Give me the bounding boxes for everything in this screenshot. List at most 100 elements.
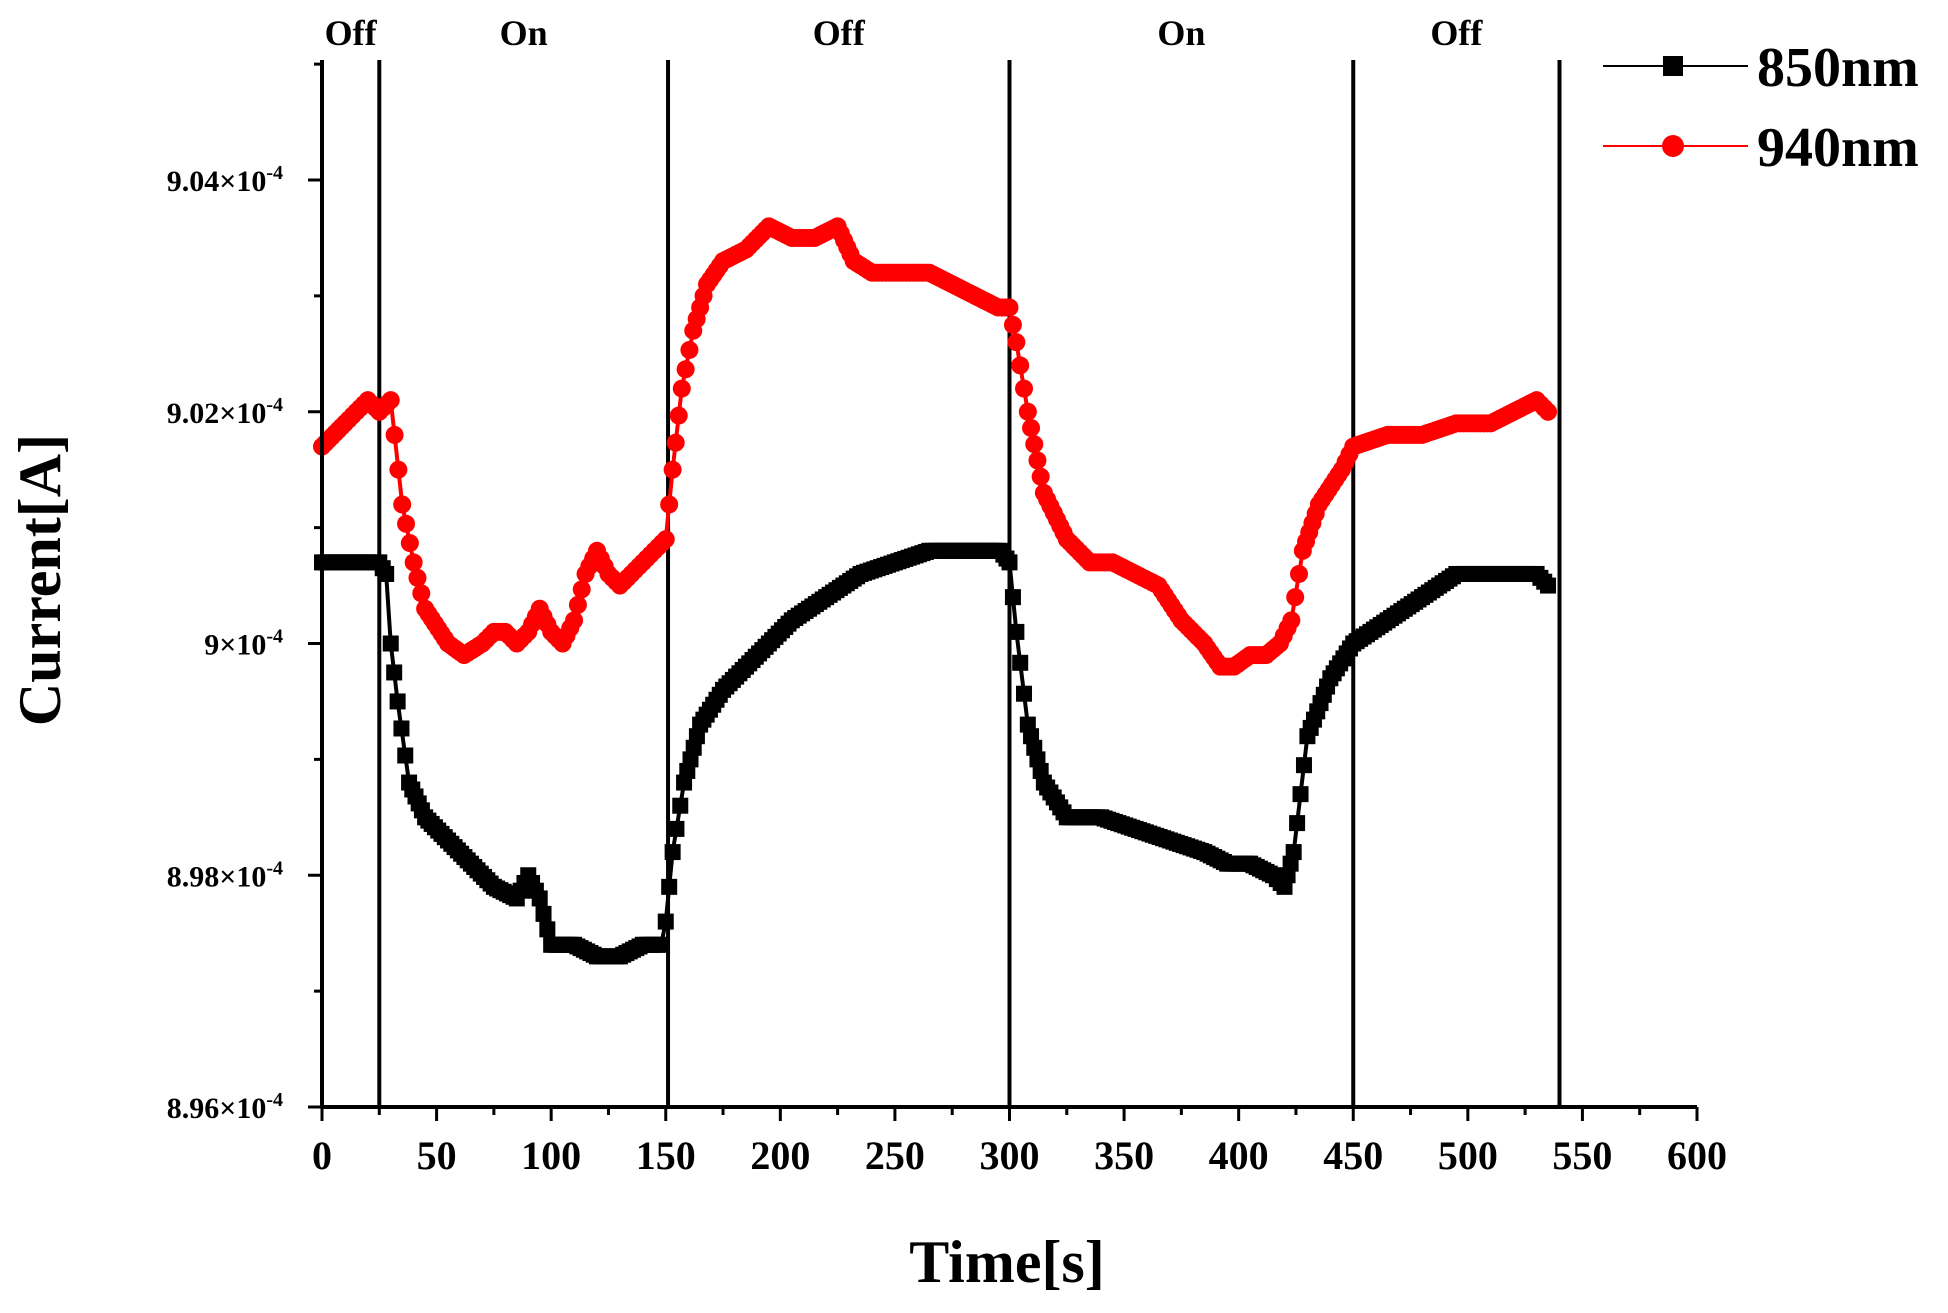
legend: 850nm 940nm xyxy=(1603,37,1919,179)
data-point xyxy=(653,936,670,953)
x-tick-label: 250 xyxy=(865,1133,925,1178)
phase-label: Off xyxy=(325,13,378,53)
data-point xyxy=(1018,402,1037,421)
data-point xyxy=(1539,402,1558,421)
data-point xyxy=(680,340,699,359)
data-point xyxy=(1011,356,1030,375)
x-tick-label: 50 xyxy=(417,1133,457,1178)
data-point xyxy=(672,379,691,398)
data-point xyxy=(531,890,548,907)
x-axis-title: Time[s] xyxy=(909,1229,1105,1295)
data-point xyxy=(393,720,410,737)
data-point xyxy=(1282,611,1301,630)
data-point xyxy=(565,611,584,630)
data-point xyxy=(572,580,591,599)
data-point xyxy=(386,664,403,681)
data-point xyxy=(381,391,400,410)
phase-labels: Off On Off On Off xyxy=(325,13,1484,53)
x-tick-label: 100 xyxy=(521,1133,581,1178)
x-tick-label: 300 xyxy=(980,1133,1040,1178)
y-tick-mantissa: 9.04×10 xyxy=(167,165,267,198)
y-tick-label: 8.96×10-4 xyxy=(167,1089,283,1125)
data-point xyxy=(400,534,419,553)
x-tick-label: 400 xyxy=(1209,1133,1269,1178)
y-tick-label: 8.98×10-4 xyxy=(167,857,283,893)
phase-label: On xyxy=(1157,13,1205,53)
data-point xyxy=(535,905,552,922)
x-tick-label: 350 xyxy=(1094,1133,1154,1178)
data-point xyxy=(1025,435,1044,454)
series-940nm xyxy=(313,217,1558,676)
data-point xyxy=(382,635,399,652)
data-point xyxy=(1286,588,1305,607)
y-tick-label: 9×10-4 xyxy=(204,626,283,662)
y-tick-exponent: -4 xyxy=(266,626,283,648)
data-point xyxy=(389,693,406,710)
data-point xyxy=(1295,757,1312,774)
data-point xyxy=(664,844,681,861)
data-point xyxy=(397,514,416,533)
data-point xyxy=(1015,379,1034,398)
y-tick-label: 9.04×10-4 xyxy=(167,162,283,198)
data-point xyxy=(676,360,695,379)
plot-series xyxy=(313,217,1558,965)
y-tick-mantissa: 9×10 xyxy=(204,629,266,662)
data-point xyxy=(663,460,682,479)
legend-marker xyxy=(1663,56,1683,76)
legend-item: 850nm xyxy=(1603,37,1919,99)
phase-label: On xyxy=(500,13,548,53)
data-point xyxy=(568,595,587,614)
data-point xyxy=(404,553,423,572)
y-tick-label: 9.02×10-4 xyxy=(167,394,283,430)
ticks xyxy=(308,62,1699,1121)
x-tick-label: 600 xyxy=(1667,1133,1727,1178)
data-point xyxy=(408,568,427,587)
y-tick-mantissa: 8.98×10 xyxy=(167,860,267,893)
series-850nm xyxy=(314,542,1557,965)
data-point xyxy=(1000,298,1019,317)
x-tick-label: 200 xyxy=(750,1133,810,1178)
y-axis-title: Current[A] xyxy=(7,434,73,726)
legend-label: 850nm xyxy=(1757,37,1919,99)
data-point xyxy=(657,913,674,930)
data-point xyxy=(378,565,395,582)
x-tick-label: 150 xyxy=(636,1133,696,1178)
data-point xyxy=(1289,815,1306,832)
data-point xyxy=(1001,554,1018,571)
y-tick-exponent: -4 xyxy=(266,394,283,416)
data-point xyxy=(1016,685,1033,702)
data-point xyxy=(1022,418,1041,437)
tick-labels: 0 50 100 150 200 250 300 350 400 450 500 550 600 8.96… xyxy=(167,162,1727,1178)
data-point xyxy=(1031,467,1050,486)
phase-label: Off xyxy=(1430,13,1483,53)
y-tick-mantissa: 8.96×10 xyxy=(167,1092,267,1125)
data-point xyxy=(1540,577,1557,594)
legend-marker xyxy=(1662,135,1684,157)
x-tick-label: 450 xyxy=(1323,1133,1383,1178)
y-tick-mantissa: 9.02×10 xyxy=(167,397,267,430)
data-point xyxy=(389,460,408,479)
data-point xyxy=(539,921,556,938)
data-point xyxy=(1007,333,1026,352)
data-point xyxy=(385,425,404,444)
data-point xyxy=(668,820,685,837)
phase-label: Off xyxy=(813,13,866,53)
data-point xyxy=(412,584,431,603)
data-point xyxy=(393,495,412,514)
data-point xyxy=(397,747,414,764)
x-tick-label: 0 xyxy=(312,1133,332,1178)
data-point xyxy=(1292,786,1309,803)
y-tick-exponent: -4 xyxy=(266,1089,283,1111)
data-point xyxy=(661,878,678,895)
data-point xyxy=(1003,315,1022,334)
data-point xyxy=(666,433,685,452)
y-tick-exponent: -4 xyxy=(266,162,283,184)
data-point xyxy=(1028,451,1047,470)
x-tick-label: 500 xyxy=(1438,1133,1498,1178)
data-point xyxy=(660,495,679,514)
y-tick-exponent: -4 xyxy=(266,857,283,879)
data-point xyxy=(672,797,689,814)
legend-item: 940nm xyxy=(1603,117,1919,179)
phase-dividers xyxy=(377,60,1562,1107)
